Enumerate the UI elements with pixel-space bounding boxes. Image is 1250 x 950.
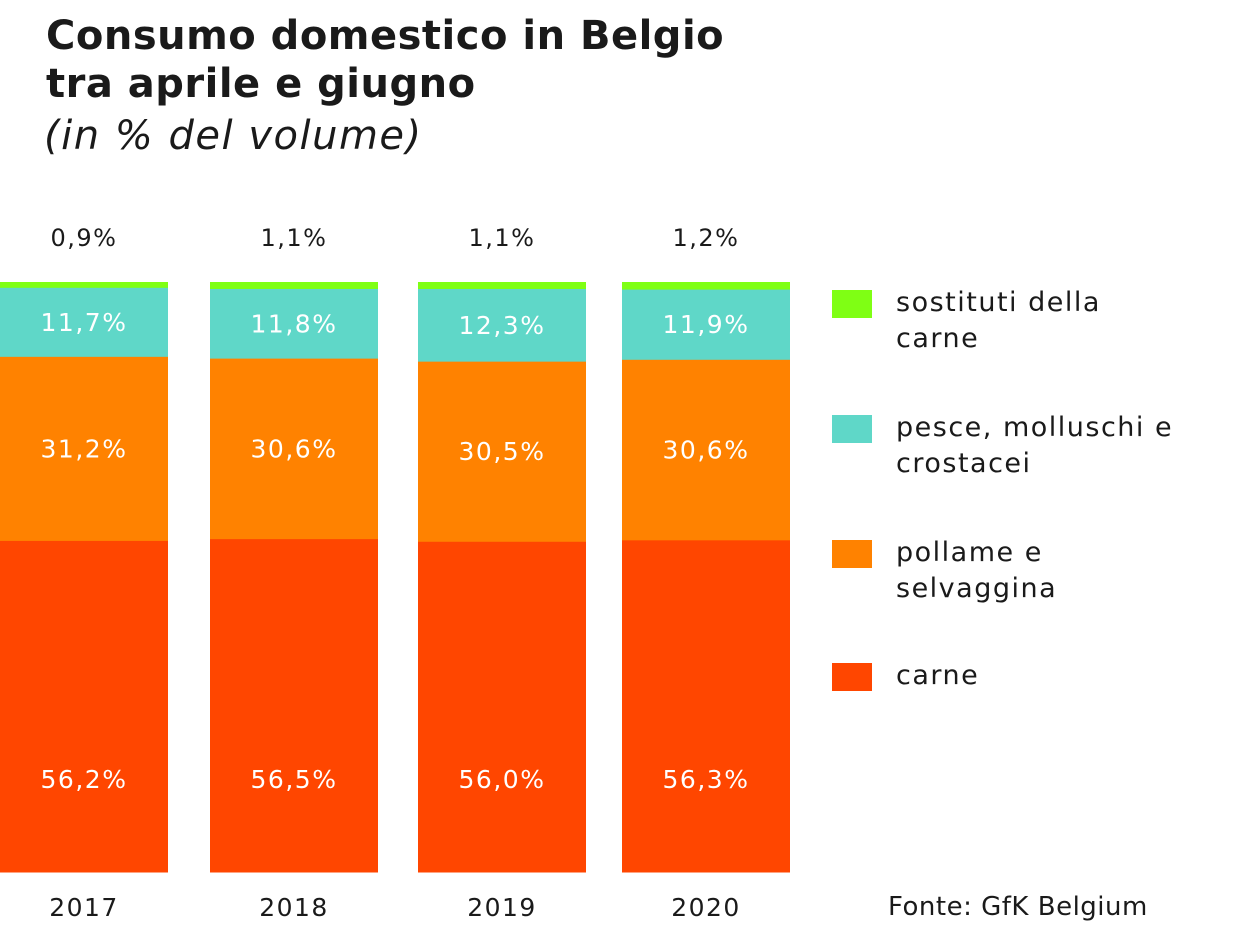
title-line-1: Consumo domestico in Belgio bbox=[46, 13, 725, 59]
bar-segment-sostituti-della-carne-2019 bbox=[418, 282, 586, 289]
bar-segment-pesce-molluschi-e-crostacei-2019 bbox=[418, 288, 586, 362]
legend-swatch-pesce bbox=[832, 415, 872, 443]
legend-label-pollame: pollame e selvaggina bbox=[896, 537, 1058, 604]
data-label-pollame-e-selvaggina-2020: 30,6% bbox=[663, 436, 750, 465]
data-label-carne-2019: 56,0% bbox=[459, 765, 546, 794]
data-label-pollame-e-selvaggina-2017: 31,2% bbox=[41, 434, 128, 463]
data-label-pollame-e-selvaggina-2019: 30,5% bbox=[459, 437, 546, 466]
bar-segment-carne-2017 bbox=[0, 540, 168, 873]
bar-segment-sostituti-della-carne-2018 bbox=[210, 282, 378, 289]
legend-label-carne: carne bbox=[896, 660, 980, 691]
chart-subtitle: (in % del volume) bbox=[44, 113, 423, 159]
x-tick-label-2020: 2020 bbox=[671, 893, 741, 922]
bar-segment-pollame-e-selvaggina-2017 bbox=[0, 356, 168, 541]
legend-swatch-carne bbox=[832, 663, 872, 691]
data-label-carne-2020: 56,3% bbox=[663, 765, 750, 794]
title-line-2: tra aprile e giugno bbox=[46, 61, 476, 107]
bar-segment-pollame-e-selvaggina-2018 bbox=[210, 358, 378, 540]
x-tick-label-2018: 2018 bbox=[259, 893, 329, 922]
bar-segment-carne-2020 bbox=[622, 539, 790, 873]
data-label-sostituti-della-carne-2019: 1,1% bbox=[469, 224, 536, 252]
x-tick-label-2019: 2019 bbox=[467, 893, 537, 922]
bar-segment-pesce-molluschi-e-crostacei-2017 bbox=[0, 287, 168, 357]
legend-swatch-sostituti bbox=[832, 290, 872, 318]
bar-segment-pesce-molluschi-e-crostacei-2020 bbox=[622, 289, 790, 360]
data-label-pesce-molluschi-e-crostacei-2017: 11,7% bbox=[41, 308, 128, 337]
data-label-carne-2017: 56,2% bbox=[41, 765, 128, 794]
data-label-pesce-molluschi-e-crostacei-2020: 11,9% bbox=[663, 310, 750, 339]
chart-title: Consumo domestico in Belgio tra aprile e… bbox=[46, 12, 724, 108]
legend-label-sostituti: sostituti della carne bbox=[896, 287, 1101, 354]
x-tick-label-2017: 2017 bbox=[49, 893, 119, 922]
legend-swatch-pollame bbox=[832, 540, 872, 568]
data-label-carne-2018: 56,5% bbox=[251, 765, 338, 794]
bar-segment-pollame-e-selvaggina-2019 bbox=[418, 361, 586, 542]
data-label-pollame-e-selvaggina-2018: 30,6% bbox=[251, 434, 338, 463]
data-label-sostituti-della-carne-2018: 1,1% bbox=[261, 224, 328, 252]
stacked-bar-chart: 56,2% 31,2% 11,7% 0,9% 2017 56,5% 30,6% 11,8% 1,… bbox=[0, 224, 790, 922]
data-label-sostituti-della-carne-2017: 0,9% bbox=[51, 224, 118, 252]
data-label-sostituti-della-carne-2020: 1,2% bbox=[673, 224, 740, 252]
bar-segment-carne-2019 bbox=[418, 541, 586, 873]
data-label-pesce-molluschi-e-crostacei-2019: 12,3% bbox=[459, 311, 546, 340]
source-note: Fonte: GfK Belgium bbox=[888, 892, 1148, 922]
bar-segment-sostituti-della-carne-2020 bbox=[622, 282, 790, 290]
data-label-pesce-molluschi-e-crostacei-2018: 11,8% bbox=[251, 309, 338, 338]
bar-segment-pollame-e-selvaggina-2020 bbox=[622, 359, 790, 541]
bar-segment-pesce-molluschi-e-crostacei-2018 bbox=[210, 288, 378, 359]
bar-segment-carne-2018 bbox=[210, 538, 378, 873]
bar-segment-sostituti-della-carne-2017 bbox=[0, 282, 168, 288]
legend-label-pesce: pesce, molluschi e crostacei bbox=[896, 412, 1174, 479]
